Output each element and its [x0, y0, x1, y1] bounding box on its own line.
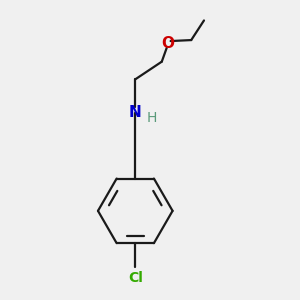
Text: Cl: Cl [128, 271, 143, 285]
Text: O: O [161, 37, 174, 52]
Text: H: H [147, 111, 158, 124]
Text: N: N [129, 105, 142, 120]
